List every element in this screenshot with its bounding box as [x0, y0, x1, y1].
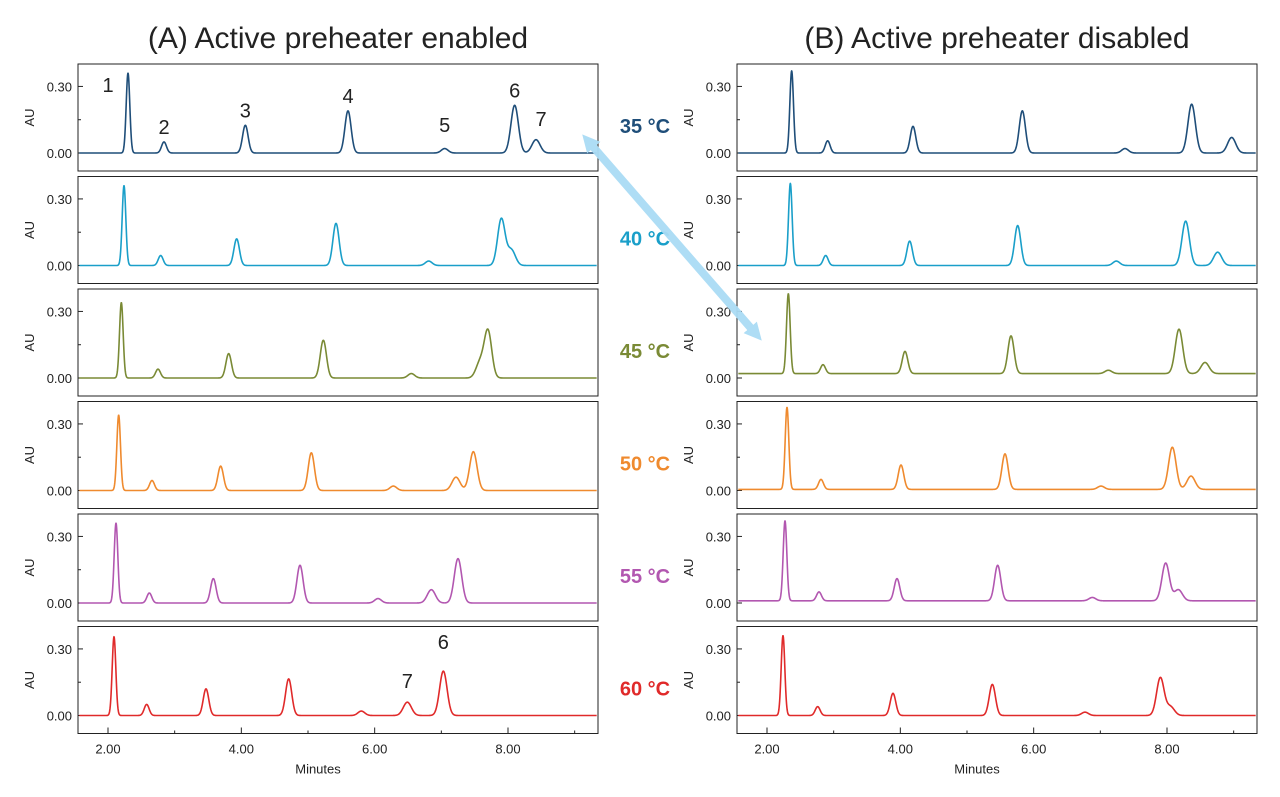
panel-b-row-4-y-tick-label: 0.00: [706, 484, 731, 499]
panel-b-row-4-frame: [736, 401, 1258, 509]
panel-b-row-6-x-tick-label: 6.00: [1021, 742, 1046, 757]
peak-annotation-5: 5: [439, 115, 450, 137]
panel-a-row-5-y-tick-label: 0.30: [47, 529, 72, 544]
panel-a-row-3-trace: [78, 301, 598, 379]
panel-a-row-6-x-tick-label: 4.00: [229, 742, 254, 757]
panel-a-row-2-y-tick-label: 0.00: [47, 259, 72, 274]
panel-a-row-4-subplot: 0.00 0.30 AU 50 °C: [22, 401, 670, 509]
temperature-label-1: 35 °C: [620, 116, 670, 138]
panel-b-row-6-y-axis-label: AU: [681, 671, 696, 689]
panel-b-title: (B) Active preheater disabled: [804, 22, 1189, 55]
panel-b-row-4-subplot: 0.00 0.30 AU: [681, 401, 1258, 509]
temperature-label-4: 50 °C: [620, 454, 670, 476]
panel-a-row-3-frame: [77, 288, 599, 397]
panel-a-row-6-x-tick-label: 8.00: [495, 742, 520, 757]
panel-b-row-6-y-tick-label: 0.00: [706, 709, 731, 724]
panel-a-row-6-x-tick-label: 6.00: [362, 742, 387, 757]
panel-a-row-6-frame: [77, 626, 599, 734]
panel-a-row-2-y-tick-label: 0.30: [47, 192, 72, 207]
panel-a-row-1-y-tick-label: 0.30: [47, 79, 72, 94]
panel-b-row-2-y-tick-label: 0.00: [706, 259, 731, 274]
panel-a-row-4-trace: [78, 414, 598, 492]
panel-a-row-3-y-tick-label: 0.00: [47, 371, 72, 386]
panel-a-row-5-y-axis-label: AU: [22, 558, 37, 576]
panel-b-row-5-frame: [736, 513, 1258, 622]
panel-a-row-5-subplot: 0.00 0.30 AU 55 °C: [22, 513, 670, 622]
comparison-arrow: [582, 134, 762, 341]
panel-b-row-2-trace: [737, 182, 1257, 267]
panel-a-row-3-y-axis-label: AU: [22, 333, 37, 351]
panel-a-row-5-trace: [78, 522, 598, 604]
panel-b-row-6-x-tick-label: 2.00: [754, 742, 779, 757]
panel-b-row-6-y-tick-label: 0.30: [706, 642, 731, 657]
peak-annotation-6: 6: [509, 80, 520, 102]
panel-b-row-4-y-tick-label: 0.30: [706, 417, 731, 432]
peak-annotation-3: 3: [240, 100, 251, 122]
panel-a-row-3-y-tick-label: 0.30: [47, 304, 72, 319]
panel-b-row-1-trace: [737, 70, 1257, 154]
panel-a-row-4-frame: [77, 401, 599, 509]
panel-b-row-3-frame: [736, 288, 1258, 397]
panel-a-row-6-y-tick-label: 0.30: [47, 642, 72, 657]
panel-a-row-6-y-tick-label: 0.00: [47, 709, 72, 724]
panel-b-row-5-y-axis-label: AU: [681, 558, 696, 576]
peak-annotation-8: 7: [402, 671, 413, 693]
panel-b-row-6-trace: [737, 635, 1257, 717]
temperature-label-3: 45 °C: [620, 341, 670, 363]
panel-b-row-1-y-tick-label: 0.00: [706, 146, 731, 161]
panel-b-row-4-trace: [737, 406, 1257, 491]
panel-b-row-6-x-tick-label: 8.00: [1154, 742, 1179, 757]
panel-a-row-2-y-axis-label: AU: [22, 221, 37, 239]
panel-b-row-3-trace: [737, 293, 1257, 375]
peak-annotation-9: 6: [438, 632, 449, 654]
panel-b-row-4-y-axis-label: AU: [681, 446, 696, 464]
peak-annotation-7: 7: [535, 109, 546, 131]
panel-a-row-1-y-tick-label: 0.00: [47, 146, 72, 161]
panel-b-row-6-subplot: 0.00 0.30 AU 2.00 4.00 6.00 8.00 Minutes: [681, 626, 1258, 777]
panel-b-row-2-y-axis-label: AU: [681, 221, 696, 239]
panel-b-row-2-frame: [736, 176, 1258, 284]
panel-b-row-5-subplot: 0.00 0.30 AU: [681, 513, 1258, 622]
panel-a-row-1-y-axis-label: AU: [22, 108, 37, 126]
panel-a-title: (A) Active preheater enabled: [148, 22, 528, 55]
panel-b-row-1-frame: [736, 63, 1258, 172]
panel-a-row-2-trace: [78, 185, 598, 267]
panel-a-row-1-subplot: 0.00 0.30 AU 35 °C: [22, 63, 670, 172]
panel-b-row-1-y-axis-label: AU: [681, 108, 696, 126]
panel-b-row-5-y-tick-label: 0.00: [706, 596, 731, 611]
panel-b-row-5-trace: [737, 520, 1257, 602]
panel-a-row-1-trace: [78, 72, 598, 154]
panel-a-row-1-frame: [77, 63, 599, 172]
panel-a-row-6-x-tick-label: 2.00: [95, 742, 120, 757]
panel-a-row-6-trace: [78, 635, 598, 717]
panel-a-row-6-y-axis-label: AU: [22, 671, 37, 689]
panel-b-row-3-y-axis-label: AU: [681, 333, 696, 351]
peak-annotation-4: 4: [342, 86, 353, 108]
panel-a-row-5-y-tick-label: 0.00: [47, 596, 72, 611]
peak-annotation-1: 1: [102, 75, 113, 97]
panel-a-row-6-subplot: 0.00 0.30 AU 2.00 4.00 6.00 8.00 Minutes 60 °C: [22, 626, 670, 777]
panel-a-row-3-subplot: 0.00 0.30 AU 45 °C: [22, 288, 670, 397]
panel-b-row-3-y-tick-label: 0.00: [706, 371, 731, 386]
panel-b-row-1-y-tick-label: 0.30: [706, 79, 731, 94]
panel-b-row-6-x-tick-label: 4.00: [888, 742, 913, 757]
temperature-label-6: 60 °C: [620, 679, 670, 701]
panel-a-row-4-y-tick-label: 0.30: [47, 417, 72, 432]
panel-a-row-4-y-tick-label: 0.00: [47, 484, 72, 499]
temperature-label-5: 55 °C: [620, 566, 670, 588]
panel-b-row-5-y-tick-label: 0.30: [706, 529, 731, 544]
panel-b-row-6-x-axis-label: Minutes: [954, 762, 1000, 777]
panel-a-row-6-x-axis-label: Minutes: [295, 762, 341, 777]
panel-b-row-6-frame: [736, 626, 1258, 734]
panel-b-row-2-subplot: 0.00 0.30 AU: [681, 176, 1258, 284]
panel-b-row-2-y-tick-label: 0.30: [706, 192, 731, 207]
panel-a-row-5-frame: [77, 513, 599, 622]
panel-a-row-4-y-axis-label: AU: [22, 446, 37, 464]
panel-b-row-1-subplot: 0.00 0.30 AU: [681, 63, 1258, 172]
peak-annotation-2: 2: [158, 117, 169, 139]
